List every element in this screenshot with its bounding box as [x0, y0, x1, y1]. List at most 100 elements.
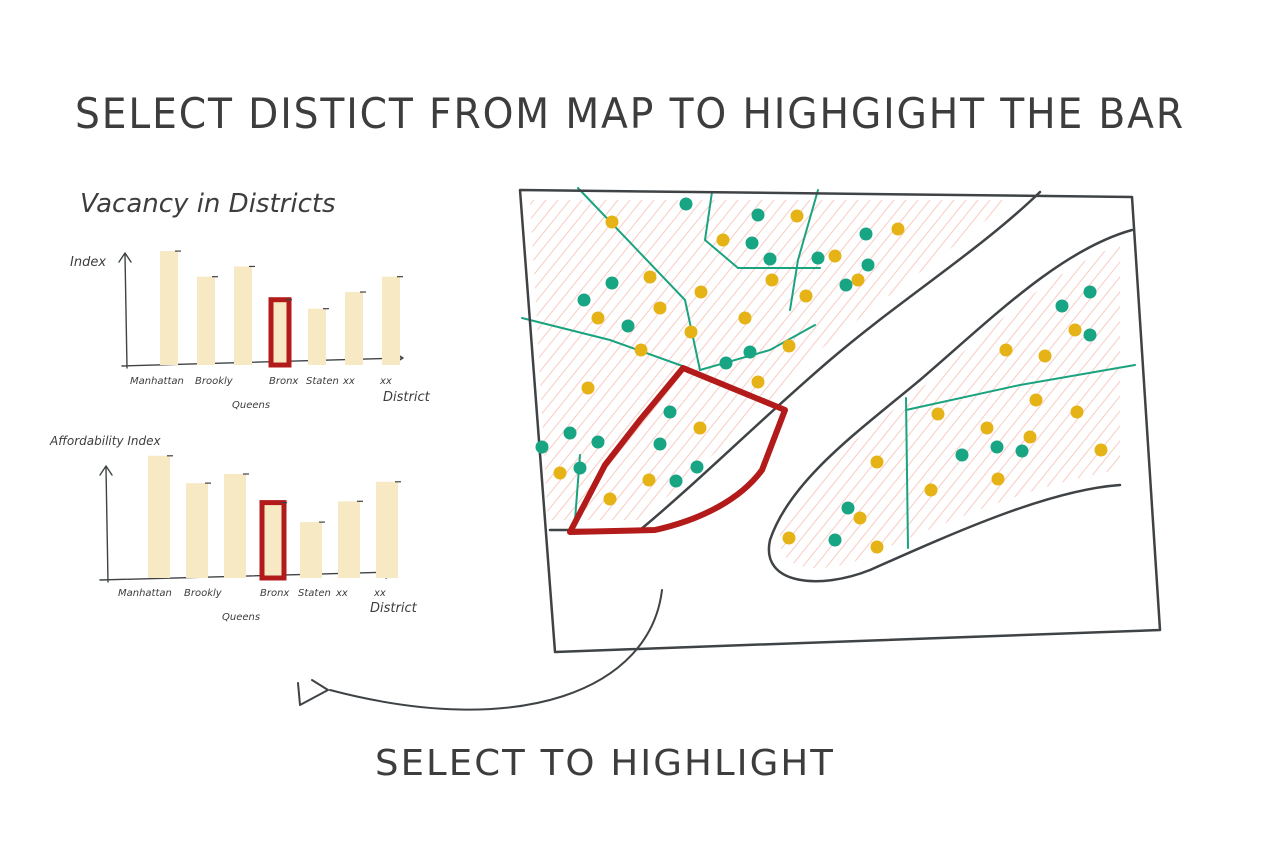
- map-point-green: [563, 426, 577, 440]
- hatch-line: [530, 200, 647, 569]
- map-point-green: [621, 319, 635, 333]
- map-point-yellow: [1023, 430, 1037, 444]
- map-point-yellow: [694, 285, 708, 299]
- map-island: [767, 228, 1134, 583]
- bar-manhattan[interactable]: [148, 455, 170, 578]
- map-point-green: [535, 440, 549, 454]
- map-point-green: [745, 236, 759, 250]
- map-point-yellow: [870, 540, 884, 554]
- vacancy-bars: [160, 250, 403, 368]
- bar-staten[interactable]: [308, 308, 326, 365]
- hatch-line: [1240, 180, 1261, 590]
- map-point-green: [1083, 328, 1097, 342]
- map-point-green: [763, 252, 777, 266]
- bar-queens[interactable]: [224, 474, 246, 578]
- map-point-green: [573, 461, 587, 475]
- hatch-line: [530, 200, 743, 569]
- tick-label-queens: Queens: [222, 612, 260, 623]
- map-point-yellow: [931, 407, 945, 421]
- hatch-line: [879, 200, 1120, 569]
- hatch-line: [530, 200, 707, 569]
- map-point-yellow: [1094, 443, 1108, 457]
- map-point-yellow: [782, 531, 796, 545]
- map-point-yellow: [738, 311, 752, 325]
- map-point-green: [577, 293, 591, 307]
- affordability-tick-labels: Manhattan Brookly Queens Bronx Staten xx xx: [118, 588, 386, 623]
- map-point-green: [990, 440, 1004, 454]
- map-point-yellow: [603, 492, 617, 506]
- map-point-yellow: [790, 209, 804, 223]
- tick-label-xx: xx: [379, 376, 392, 387]
- bar-xx[interactable]: [345, 292, 363, 365]
- map-point-green: [828, 533, 842, 547]
- hatch-line: [530, 200, 767, 569]
- bar-queens[interactable]: [234, 266, 252, 365]
- map-point-yellow: [643, 270, 657, 284]
- vacancy-x-axis-label: District: [383, 390, 431, 405]
- hatch-line: [891, 200, 1120, 569]
- bar-xx[interactable]: [382, 276, 400, 365]
- tick-label-brookly: Brookly: [184, 588, 223, 599]
- bar-staten[interactable]: [300, 522, 322, 578]
- hatch-line: [530, 200, 731, 569]
- map-point-green: [859, 227, 873, 241]
- map-point-green: [955, 448, 969, 462]
- hatch-line: [530, 200, 599, 569]
- map-point-green: [1083, 285, 1097, 299]
- bar-manhattan[interactable]: [160, 251, 178, 365]
- map-point-yellow: [581, 381, 595, 395]
- bar-brookly[interactable]: [197, 276, 215, 365]
- map-point-yellow: [653, 301, 667, 315]
- hatch-line: [1156, 180, 1261, 590]
- hatch-line: [663, 200, 995, 569]
- hatch-line: [999, 200, 1120, 569]
- selected-district-outline[interactable]: [567, 365, 788, 535]
- hatch-line: [651, 200, 983, 569]
- map-point-yellow: [751, 375, 765, 389]
- map-point-green: [653, 437, 667, 451]
- hatch-line: [1168, 180, 1261, 590]
- map-point-green: [1055, 299, 1069, 313]
- hatch-line: [903, 200, 1120, 569]
- map-point-yellow: [799, 289, 813, 303]
- map-point-yellow: [924, 483, 938, 497]
- bar-bronx-highlighted[interactable]: [268, 297, 292, 368]
- tick-label-xx: xx: [335, 588, 348, 599]
- map-point-green: [861, 258, 875, 272]
- tick-label-manhattan: Manhattan: [118, 588, 172, 599]
- tick-label-staten: Staten: [298, 588, 331, 599]
- map-point-yellow: [693, 421, 707, 435]
- map-point-green: [669, 474, 683, 488]
- hatch-line: [530, 200, 539, 569]
- map-point-green: [1015, 444, 1029, 458]
- tick-label-queens: Queens: [232, 400, 270, 411]
- bar-xx[interactable]: [376, 481, 398, 578]
- map-point-yellow: [853, 511, 867, 525]
- bar-xx[interactable]: [338, 501, 360, 578]
- map-point-yellow: [782, 339, 796, 353]
- map-frame: [518, 188, 1162, 654]
- map-point-green: [719, 356, 733, 370]
- map-point-yellow: [1070, 405, 1084, 419]
- map-point-yellow: [999, 343, 1013, 357]
- map-point-yellow: [765, 273, 779, 287]
- map-point-yellow: [642, 473, 656, 487]
- bar-bronx-highlighted[interactable]: [259, 500, 287, 581]
- hatch-line: [530, 200, 719, 569]
- affordability-y-axis-label: Affordability Index: [49, 434, 162, 448]
- map-point-green: [811, 251, 825, 265]
- hatch-line: [951, 200, 1120, 569]
- map-point-green: [743, 345, 757, 359]
- map-point-yellow: [716, 233, 730, 247]
- hatch-line: [530, 200, 671, 569]
- hatch-line: [530, 200, 611, 569]
- district-map: [518, 180, 1261, 654]
- hatch-line: [530, 200, 683, 569]
- map-point-yellow: [1029, 393, 1043, 407]
- bar-brookly[interactable]: [186, 483, 208, 578]
- vacancy-y-axis-label: Index: [70, 255, 106, 270]
- map-point-yellow: [634, 343, 648, 357]
- hatch-line: [530, 200, 803, 569]
